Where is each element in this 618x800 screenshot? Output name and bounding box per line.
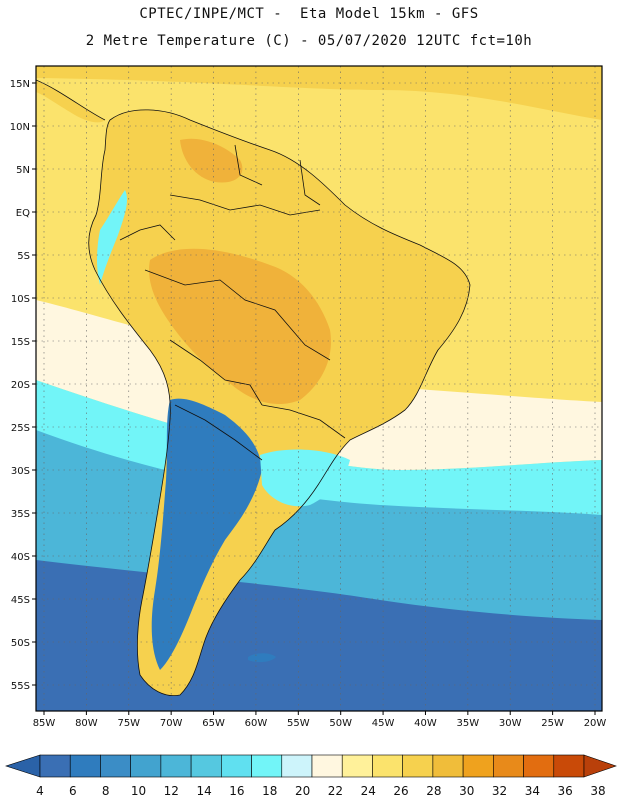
lon-label: 55W: [287, 718, 310, 729]
falkland-islands: [248, 653, 276, 663]
lat-label: 45S: [11, 595, 30, 606]
lon-label: 30W: [499, 718, 522, 729]
lon-label: 45W: [372, 718, 395, 729]
lat-label: 55S: [11, 681, 30, 692]
colorbar-swatch: [251, 754, 283, 778]
colorbar-swatch: [69, 754, 101, 778]
lon-label: 60W: [245, 718, 268, 729]
map-frame: [35, 65, 603, 712]
colorbar-swatch: [160, 754, 192, 778]
lat-label: EQ: [16, 208, 30, 219]
colorbar-swatch: [281, 754, 313, 778]
lat-label: 40S: [11, 552, 30, 563]
lat-label: 10S: [11, 294, 30, 305]
colorbar-label: 6: [69, 784, 77, 798]
colorbar-label: 32: [492, 784, 507, 798]
colorbar-label: 24: [361, 784, 376, 798]
lat-label: 35S: [11, 509, 30, 520]
colorbar-swatch: [523, 754, 555, 778]
lon-label: 20W: [584, 718, 607, 729]
colorbar-swatch: [100, 754, 131, 778]
lon-label: 40W: [414, 718, 437, 729]
colorbar-label: 38: [590, 784, 605, 798]
graticule: [36, 66, 602, 711]
colorbar-swatch: [432, 754, 464, 778]
central-america-land: [36, 80, 105, 123]
colorbar-label: 28: [426, 784, 441, 798]
colorbar-label: 14: [196, 784, 211, 798]
lat-label: 5S: [17, 251, 30, 262]
title-line-1: CPTEC/INPE/MCT - Eta Model 15km - GFS: [139, 6, 479, 22]
colorbar-swatch: [130, 754, 162, 778]
colorbar-label: 22: [328, 784, 343, 798]
colorbar-label: 36: [558, 784, 573, 798]
title-line-2: 2 Metre Temperature (C) - 05/07/2020 12U…: [85, 33, 533, 49]
lon-label: 85W: [33, 718, 56, 729]
colorbar-label: 34: [525, 784, 540, 798]
colorbar: 4 6 8 10 12 14 16 18 20 22 24 26 28 30 32 34 36 38: [5, 754, 617, 798]
lon-label: 35W: [457, 718, 480, 729]
colorbar-label: 20: [295, 784, 310, 798]
colorbar-swatch: [311, 754, 343, 778]
colorbar-swatch: [190, 754, 222, 778]
colorbar-label: 18: [262, 784, 277, 798]
lat-label: 25S: [11, 423, 30, 434]
lat-label: 50S: [11, 638, 30, 649]
longitude-axis: 85W 80W 75W 70W 65W 60W 55W 50W 45W 40W 35W 30W 25W 2…: [33, 711, 607, 729]
lon-label: 25W: [541, 718, 564, 729]
lat-label: 15N: [10, 79, 30, 90]
latitude-axis: 15N 10N 5N EQ 5S 10S 15S 20S 25S 30S 35S 40S 45S 50S 5…: [10, 79, 36, 692]
colorbar-swatch: [462, 754, 494, 778]
colorbar-label: 12: [164, 784, 179, 798]
colorbar-left-arrow: [5, 754, 41, 778]
northern-andes-cool: [97, 190, 128, 285]
country-borders: [36, 79, 471, 697]
colorbar-label: 26: [393, 784, 408, 798]
colorbar-swatch: [341, 754, 373, 778]
lon-label: 75W: [117, 718, 140, 729]
lon-label: 80W: [75, 718, 98, 729]
colorbar-swatch: [493, 754, 524, 778]
lat-label: 15S: [11, 337, 30, 348]
lat-label: 20S: [11, 380, 30, 391]
lat-label: 10N: [10, 122, 30, 133]
lon-label: 70W: [160, 718, 183, 729]
ocean-band-north-warm: [36, 66, 602, 120]
amazon-hot-core: [149, 248, 331, 405]
southern-andes-cold: [151, 398, 262, 670]
colorbar-label: 4: [36, 784, 44, 798]
lat-label: 30S: [11, 466, 30, 477]
venezuela-hot-core: [180, 138, 243, 183]
colorbar-right-arrow: [583, 754, 617, 778]
lon-label: 65W: [202, 718, 225, 729]
uruguay-cool: [260, 449, 350, 507]
colorbar-swatch: [221, 754, 252, 778]
lon-label: 50W: [329, 718, 352, 729]
colorbar-swatch: [402, 754, 434, 778]
temperature-field: [36, 66, 602, 711]
colorbar-swatch: [372, 754, 403, 778]
colorbar-label: 30: [459, 784, 474, 798]
colorbar-label: 10: [131, 784, 146, 798]
lat-label: 5N: [16, 165, 30, 176]
colorbar-swatch: [39, 754, 71, 778]
colorbar-label: 16: [229, 784, 244, 798]
colorbar-swatch: [553, 754, 585, 778]
colorbar-label: 8: [102, 784, 110, 798]
